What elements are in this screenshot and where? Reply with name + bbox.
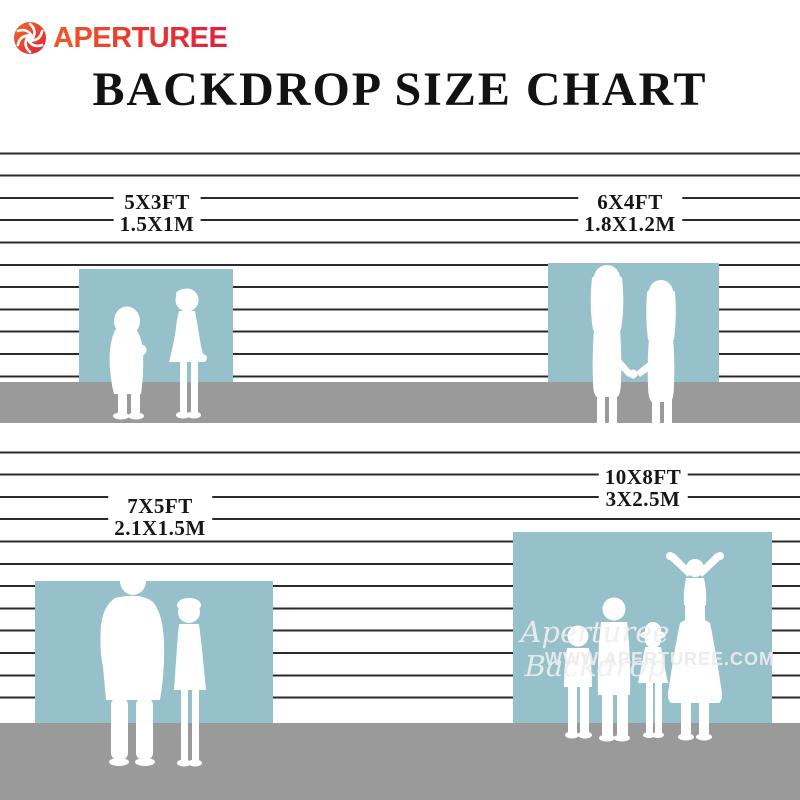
- silhouette-family-of-five: [564, 552, 724, 742]
- size-ft: 6X4FT: [597, 190, 663, 214]
- silhouette-adult-and-child: [100, 567, 206, 767]
- aperture-icon: [14, 22, 46, 54]
- size-label-7x5: 7X5FT 2.1X1.5M: [108, 495, 212, 539]
- size-label-5x3: 5X3FT 1.5X1M: [113, 190, 201, 236]
- silhouette-two-toddlers: [109, 288, 207, 420]
- size-ft: 5X3FT: [124, 190, 190, 214]
- size-m: 2.1X1.5M: [114, 516, 206, 540]
- size-m: 1.8X1.2M: [584, 212, 676, 236]
- size-label-10x8: 10X8FT 3X2.5M: [598, 465, 688, 511]
- brand-name: APERTUREE: [53, 21, 228, 54]
- backdrop-panel-5x3: [79, 269, 233, 382]
- page-title: BACKDROP SIZE CHART: [92, 63, 708, 116]
- size-ft: 7X5FT: [127, 494, 193, 518]
- brand-logo: APERTUREE: [12, 20, 228, 56]
- size-m: 1.5X1M: [119, 212, 195, 236]
- size-label-6x4: 6X4FT 1.8X1.2M: [578, 191, 682, 235]
- backdrop-panel-10x8: [513, 532, 772, 723]
- size-ft: 10X8FT: [604, 465, 682, 489]
- backdrop-panel-6x4: [548, 263, 719, 382]
- silhouette-two-girls: [590, 265, 676, 428]
- size-m: 3X2.5M: [605, 487, 681, 511]
- floor-strip-bottom: [0, 723, 800, 800]
